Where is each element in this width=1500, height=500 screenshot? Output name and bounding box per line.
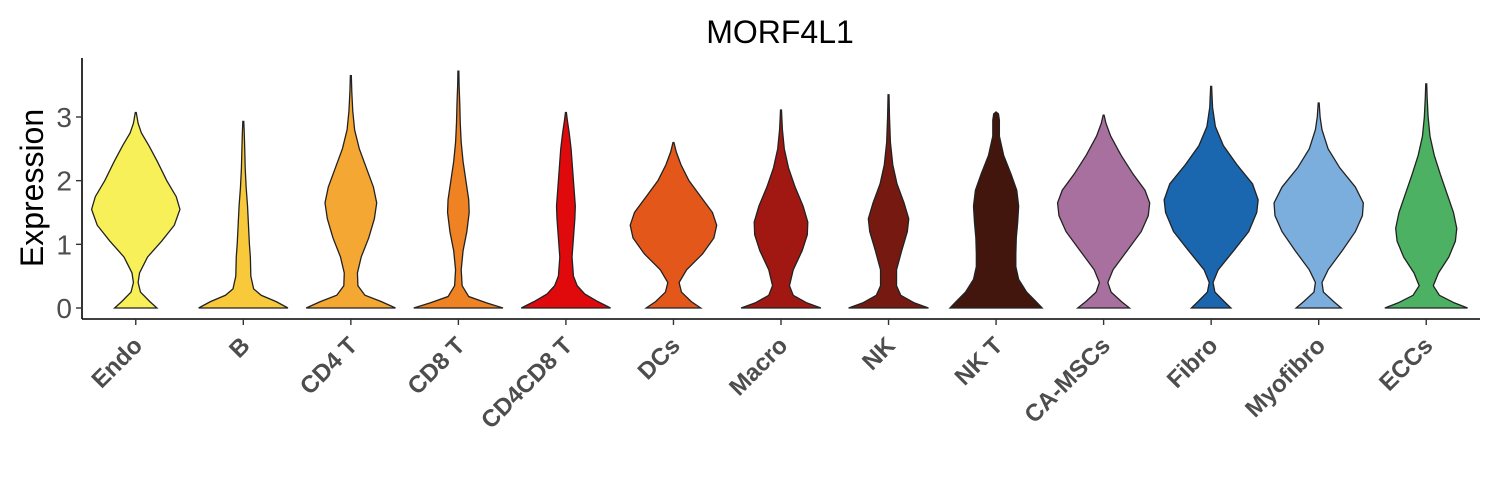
violin-cd8-t bbox=[413, 70, 504, 309]
x-tick-label-nk-t: NK T bbox=[950, 332, 1009, 391]
y-tick-label: 0 bbox=[56, 293, 72, 324]
y-axis: 0 1 2 3 bbox=[56, 58, 83, 324]
x-tick-label-cd8-t: CD8 T bbox=[403, 332, 471, 400]
y-tick-label: 1 bbox=[56, 229, 72, 260]
x-tick-label-fibro: Fibro bbox=[1162, 332, 1224, 394]
y-axis-label: Expression bbox=[14, 109, 50, 267]
x-tick-label-nk: NK bbox=[857, 332, 901, 376]
violin-endo bbox=[90, 111, 181, 309]
violin-nk bbox=[848, 94, 929, 309]
violin-cd4-t bbox=[305, 74, 396, 309]
y-tick-label: 2 bbox=[56, 166, 72, 197]
chart-title: MORF4L1 bbox=[706, 14, 854, 50]
violin-b bbox=[198, 120, 289, 309]
x-tick-label-cd4-t: CD4 T bbox=[295, 332, 363, 400]
violin-fibro bbox=[1163, 85, 1259, 309]
violin-dcs bbox=[629, 141, 718, 309]
x-tick-label-b: B bbox=[224, 332, 255, 363]
x-axis: Endo B CD4 T CD8 T CD4CD8 T DCs Macro NK NK T CA-… bbox=[82, 318, 1480, 434]
violin-myofibro bbox=[1273, 102, 1365, 309]
x-tick-label-dcs: DCs bbox=[633, 332, 686, 385]
violin-eccs bbox=[1384, 83, 1468, 309]
violin-ca-mscs bbox=[1056, 114, 1151, 309]
violin-macro bbox=[740, 109, 822, 309]
x-tick-label-endo: Endo bbox=[86, 332, 148, 394]
violin-cd4cd8-t bbox=[520, 111, 611, 309]
x-tick-label-myofibro: Myofibro bbox=[1240, 332, 1331, 423]
x-tick-label-ca-mscs: CA-MSCs bbox=[1019, 332, 1115, 428]
violin-nk-t bbox=[948, 111, 1044, 309]
x-tick-label-eccs: ECCs bbox=[1374, 332, 1438, 396]
x-tick-label-cd4cd8-t: CD4CD8 T bbox=[476, 332, 578, 434]
violins-group bbox=[90, 70, 1468, 309]
x-tick-label-macro: Macro bbox=[724, 332, 793, 401]
y-tick-label: 3 bbox=[56, 102, 72, 133]
